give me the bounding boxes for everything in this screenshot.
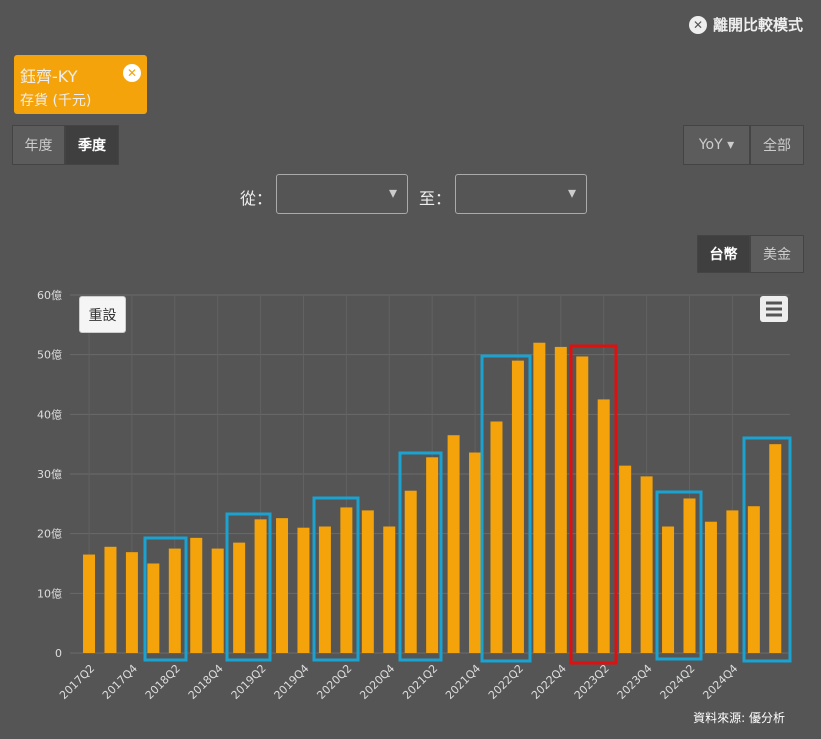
quarter-btn[interactable]: 季度 bbox=[65, 125, 119, 165]
x-tick-label: 2019Q2 bbox=[229, 662, 269, 702]
from-select[interactable]: ▾ bbox=[276, 174, 408, 214]
highlight-box bbox=[742, 436, 792, 663]
bar bbox=[383, 526, 396, 653]
bar bbox=[426, 457, 439, 653]
y-tick-label: 10億 bbox=[37, 587, 62, 600]
exit-compare[interactable]: ✕ 離開比較模式 bbox=[688, 14, 803, 35]
all-btn[interactable]: 全部 bbox=[750, 125, 804, 165]
bar bbox=[168, 548, 181, 653]
y-tick-label: 0 bbox=[55, 647, 62, 660]
bar bbox=[104, 546, 117, 653]
bar bbox=[619, 465, 632, 653]
x-tick-label: 2019Q4 bbox=[272, 662, 312, 702]
bar bbox=[147, 563, 160, 653]
twd-btn[interactable]: 台幣 bbox=[697, 235, 750, 273]
bar bbox=[233, 542, 246, 653]
bar bbox=[83, 554, 96, 653]
x-tick-label: 2024Q4 bbox=[700, 662, 740, 702]
bar bbox=[190, 537, 203, 653]
bar bbox=[490, 421, 503, 653]
bar bbox=[662, 526, 675, 653]
highlight-box bbox=[225, 512, 272, 662]
highlights bbox=[143, 344, 792, 665]
x-tick-label: 2022Q4 bbox=[529, 662, 569, 702]
bar bbox=[297, 527, 310, 653]
bar bbox=[704, 521, 717, 653]
bar bbox=[576, 356, 589, 653]
bar bbox=[533, 342, 546, 653]
to-label: 至： bbox=[419, 189, 452, 208]
bar bbox=[597, 399, 610, 653]
to-select[interactable]: ▾ bbox=[455, 174, 587, 214]
yoy-label: YoY bbox=[698, 137, 723, 153]
x-tick-label: 2018Q2 bbox=[143, 662, 183, 702]
y-tick-label: 30億 bbox=[37, 468, 62, 481]
bar bbox=[747, 506, 760, 653]
x-tick-label: 2024Q2 bbox=[658, 662, 698, 702]
year-btn[interactable]: 年度 bbox=[12, 125, 65, 165]
bar bbox=[554, 346, 567, 653]
highlight-box bbox=[569, 344, 618, 665]
tag-metric: 存貨 (千元) bbox=[20, 93, 92, 109]
bar bbox=[726, 510, 739, 653]
highlight-box bbox=[480, 354, 532, 663]
tag-name: 鈺齊-KY bbox=[20, 67, 78, 86]
highlight-box bbox=[398, 451, 443, 662]
bar bbox=[404, 490, 417, 653]
bar bbox=[769, 444, 782, 653]
highlight-box bbox=[143, 536, 188, 662]
y-tick-label: 40億 bbox=[37, 408, 62, 421]
company-tag: 鈺齊-KY 存貨 (千元) ✕ bbox=[14, 55, 147, 114]
x-tick-label: 2020Q4 bbox=[357, 662, 397, 702]
exit-label: 離開比較模式 bbox=[712, 16, 803, 34]
bar bbox=[276, 518, 289, 653]
x-tick-label: 2021Q4 bbox=[443, 662, 483, 702]
bar bbox=[640, 476, 653, 653]
x-tick-label: 2021Q2 bbox=[400, 662, 440, 702]
y-tick-label: 20億 bbox=[37, 528, 62, 541]
highlight-box bbox=[312, 496, 360, 662]
y-tick-label: 50億 bbox=[37, 349, 62, 362]
bar bbox=[469, 452, 482, 653]
yoy-btn[interactable]: YoY ▾ bbox=[683, 125, 750, 165]
from-label: 從： bbox=[240, 189, 273, 208]
bar bbox=[125, 552, 138, 653]
menu-icon[interactable] bbox=[760, 296, 788, 322]
x-tick-label: 2017Q4 bbox=[100, 662, 140, 702]
x-tick-label: 2018Q4 bbox=[186, 662, 226, 702]
reset-btn[interactable]: 重設 bbox=[79, 296, 126, 333]
source: 資料來源: 優分析 bbox=[693, 711, 785, 725]
usd-btn[interactable]: 美金 bbox=[750, 235, 804, 273]
bar bbox=[211, 548, 224, 653]
bar bbox=[318, 526, 331, 653]
bar bbox=[683, 498, 696, 653]
x-tick-label: 2022Q2 bbox=[486, 662, 526, 702]
x-tick-label: 2020Q2 bbox=[314, 662, 354, 702]
bar bbox=[254, 519, 267, 653]
x-tick-label: 2023Q2 bbox=[572, 662, 612, 702]
bar bbox=[447, 435, 460, 653]
bar bbox=[340, 507, 353, 653]
y-tick-label: 60億 bbox=[37, 289, 62, 302]
bar bbox=[511, 360, 524, 653]
x-tick-label: 2023Q4 bbox=[615, 662, 655, 702]
x-tick-label: 2017Q2 bbox=[57, 662, 97, 702]
bar bbox=[361, 510, 374, 653]
tag-close[interactable]: ✕ bbox=[123, 64, 141, 82]
highlight-box bbox=[655, 490, 703, 661]
